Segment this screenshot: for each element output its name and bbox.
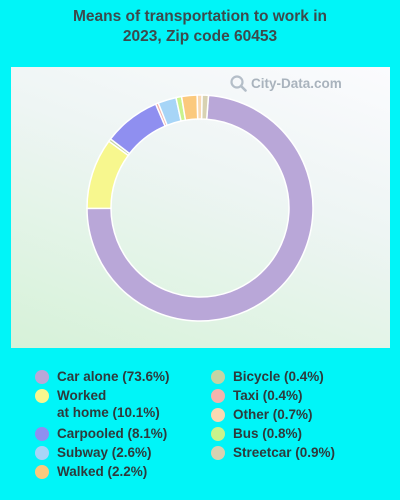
legend-swatch (35, 427, 49, 441)
legend-swatch (211, 427, 225, 441)
legend-item-taxi: Taxi (0.4%) (211, 387, 303, 404)
legend-label: Taxi (0.4%) (233, 388, 303, 403)
legend-label: Bicycle (0.4%) (233, 369, 324, 384)
legend-swatch (35, 446, 49, 460)
watermark-text: City-Data.com (251, 75, 342, 91)
legend-item-car-alone: Car alone (73.6%) (35, 368, 170, 385)
legend-item-streetcar: Streetcar (0.9%) (211, 444, 335, 461)
legend-swatch (211, 446, 225, 460)
chart-title-line-1: Means of transportation to work in (72, 8, 328, 25)
legend-label: Bus (0.8%) (233, 426, 303, 441)
legend-swatch (35, 370, 49, 384)
watermark: City-Data.com (229, 74, 342, 92)
legend-item-subway: Subway (2.6%) (35, 444, 152, 461)
slice-car-alone (86, 94, 314, 322)
slice-streetcar (200, 94, 210, 121)
legend-label: Subway (2.6%) (57, 445, 152, 460)
chart-title: Means of transportation to work in 2023,… (0, 7, 400, 47)
legend-item-walked: Walked (2.2%) (35, 463, 147, 480)
magnifier-icon (230, 75, 247, 92)
legend-label: Streetcar (0.9%) (233, 445, 336, 460)
legend: Car alone (73.6%) Worked at home (10.1%) C… (0, 366, 400, 496)
slice-carpooled (109, 103, 167, 155)
legend-label: Worked at home (10.1%) (57, 388, 160, 420)
legend-item-bus: Bus (0.8%) (211, 425, 302, 442)
chart-title-line-2: 2023, Zip code 60453 (122, 28, 278, 45)
legend-label: Carpooled (8.1%) (57, 426, 168, 441)
legend-item-bicycle: Bicycle (0.4%) (211, 368, 324, 385)
legend-swatch (35, 389, 49, 403)
legend-swatch (35, 465, 49, 479)
legend-swatch (211, 370, 225, 384)
legend-swatch (211, 408, 225, 422)
legend-label: Car alone (73.6%) (57, 369, 170, 384)
legend-label: Other (0.7%) (233, 407, 313, 422)
legend-item-carpooled: Carpooled (8.1%) (35, 425, 167, 442)
legend-item-other: Other (0.7%) (211, 406, 313, 423)
legend-label: Walked (2.2%) (57, 464, 148, 479)
legend-item-worked-at-home: Worked at home (10.1%) (35, 387, 160, 421)
legend-swatch (211, 389, 225, 403)
